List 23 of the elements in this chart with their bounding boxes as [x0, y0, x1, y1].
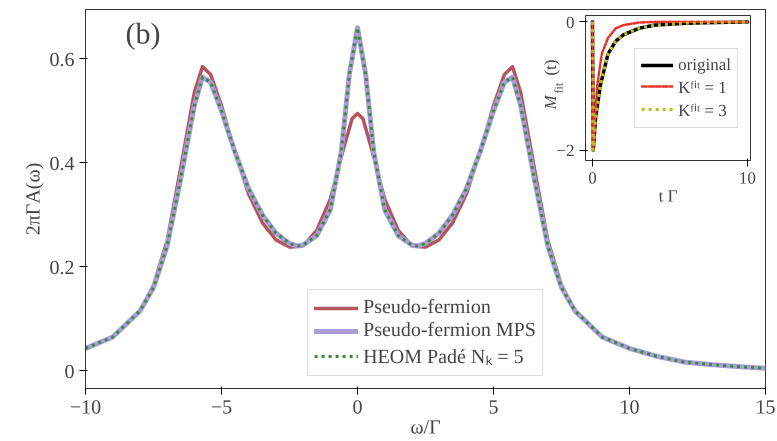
legend-label: Pseudo-fermion [363, 296, 491, 319]
legend-label: Pseudo-fermion MPS [363, 319, 536, 342]
x-axis-title: ω/Γ [410, 416, 441, 438]
y-tick-label: 0.2 [50, 256, 74, 279]
y-axis-title: 2πΓA(ω) [22, 162, 44, 236]
x-tick-label: 10 [620, 396, 640, 418]
x-tick-label: 5 [488, 396, 498, 418]
legend-label: original [678, 54, 731, 74]
legend-label: Kᶠⁱᵗ = 1 [678, 76, 727, 98]
x-tick-label: 10 [738, 168, 756, 188]
y-tick-label: 0 [64, 360, 74, 383]
y-tick-label: 0.6 [50, 48, 74, 71]
legend-label: Kᶠⁱᵗ = 3 [678, 100, 727, 120]
x-axis-title: t Γ [658, 186, 678, 206]
y-tick-label: −2 [556, 141, 575, 160]
y-tick-label: 0.4 [50, 152, 74, 175]
x-tick-label: 15 [756, 396, 776, 418]
x-tick-label: 0 [352, 396, 362, 418]
x-tick-label: −10 [70, 396, 102, 418]
y-axis-title: Mfit(t) [541, 59, 566, 110]
legend-label: HEOM Padé Nₖ = 5 [363, 345, 524, 369]
x-tick-label: −5 [210, 396, 232, 418]
annotation: (b) [126, 18, 160, 50]
